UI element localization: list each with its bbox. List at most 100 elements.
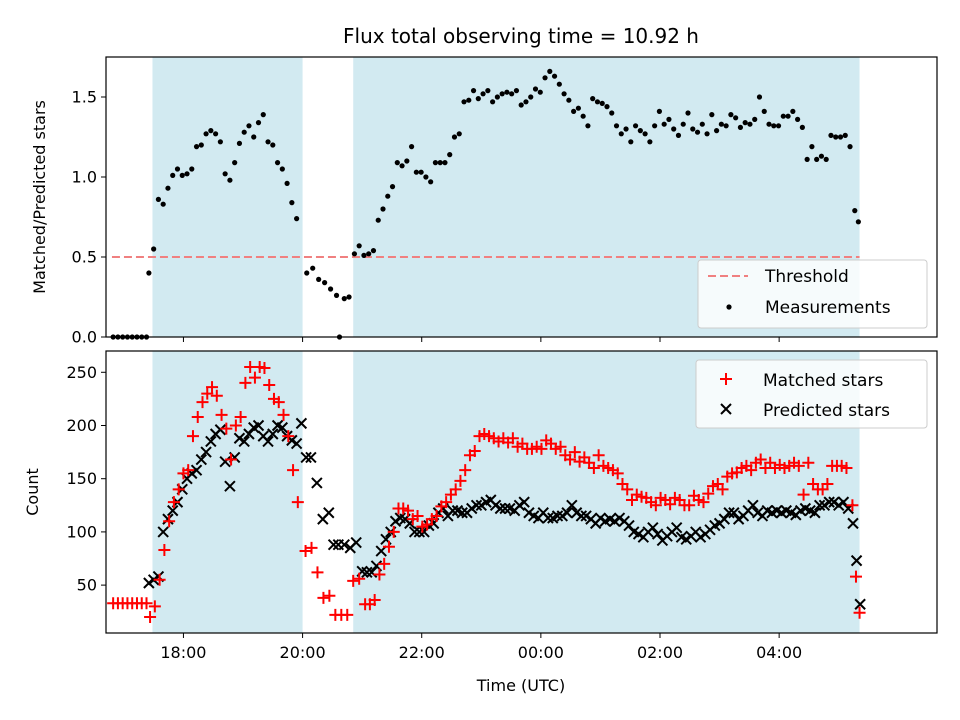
matched-star-point [201,387,214,400]
matched-star-point [282,430,295,443]
matched-star-point [263,379,276,392]
measurement-point [466,97,472,103]
predicted-star-point [157,526,169,538]
matched-star-point [210,389,223,402]
predicted-star-point [542,512,554,524]
predicted-star-point [566,499,578,512]
predicted-star-point [747,499,759,512]
measurement-point [723,123,729,129]
predicted-star-point [200,446,212,458]
measurement-point [613,123,620,129]
measurement-point [160,201,166,207]
measurement-point [823,156,829,162]
measurement-point [399,163,405,169]
measurement-point [561,91,567,97]
matched-star-point [220,422,233,435]
measurement-point [461,99,467,105]
legend-measurements-label: Measurements [765,298,891,318]
measurement-point [737,124,744,130]
top-y-axis-label: Matched/Predicted stars [30,100,49,294]
matched-star-point [277,408,290,421]
measurement-point [804,156,810,162]
predicted-star-point [809,507,821,519]
measurement-point [771,123,777,129]
measurement-point [198,142,204,148]
measurement-point [756,94,763,100]
legend-measurements-swatch [726,304,732,310]
matched-stars-series [107,360,866,624]
matched-star-point [849,570,862,583]
matched-star-point [664,498,677,511]
measurement-point [310,265,316,271]
predicted-star-point [162,513,174,525]
measurement-point [413,169,419,175]
measurement-point [333,292,340,298]
measurement-point [375,217,381,223]
matched-star-point [368,594,381,607]
measurement-point [752,116,758,122]
y-tick-label: 100 [66,522,97,541]
measurement-point [761,108,767,114]
predicted-star-point [350,536,362,549]
matched-star-point [317,591,330,604]
measurement-point [442,160,448,166]
measurement-point [855,219,861,225]
legend-matched-label: Matched stars [763,371,883,391]
measurement-point [155,196,162,202]
measurement-point [232,160,238,166]
measurement-point [480,91,486,97]
predicted-star-point [243,428,255,440]
bottom-legend: Matched stars Predicted stars [695,359,928,429]
measurement-point [599,100,605,106]
measurement-point [279,166,285,172]
y-tick-label: 1.0 [72,168,97,187]
y-tick-label: 150 [66,469,97,488]
measurement-point [274,160,281,166]
matched-star-point [158,543,171,556]
top-panel: 0.0 0.5 1.0 1.5 Matched/Predicted stars Thr… [30,56,938,347]
x-tick-label: 20:00 [280,643,326,662]
measurement-point [351,251,358,257]
matched-star-point [182,464,195,477]
predicted-star-point [847,517,859,530]
measurement-point [213,131,219,137]
measurement-point [260,112,266,118]
matched-star-point [378,557,391,570]
measurement-point [432,160,439,166]
measurement-point [528,94,534,100]
predicted-star-point [195,453,208,466]
matched-star-point [611,467,624,480]
measurement-point [542,75,548,81]
measurement-point [208,128,214,134]
matched-star-point [191,410,204,423]
matched-star-point [821,478,834,491]
bottom-x-ticks: 18:00 20:00 22:00 00:00 02:00 04:00 [160,633,802,662]
predicted-star-point [499,502,511,515]
predicted-star-point [850,554,863,567]
bottom-legend-box [695,359,928,429]
matched-star-point [468,445,481,458]
measurement-point [470,88,477,94]
bottom-y-ticks: 50 100 150 200 250 [66,363,106,595]
matched-star-point [554,440,567,453]
predicted-star-point [561,507,573,519]
matched-star-point [172,483,185,496]
predicted-star-point [305,451,317,464]
predicted-star-point [518,496,530,508]
measurement-point [809,144,815,150]
measurement-point [385,193,391,199]
measurement-point [728,112,734,118]
measurement-point [265,139,271,145]
top-axes-frame [105,56,938,338]
measurement-point [203,131,209,137]
measurement-point [742,120,748,126]
measurement-point [618,131,624,137]
matched-star-point [148,600,161,613]
y-tick-label: 200 [66,416,97,435]
predicted-star-point [219,455,231,468]
measurement-point [179,172,185,178]
matched-star-point [196,396,209,409]
matched-star-point [449,483,462,496]
measurement-point [775,123,782,129]
top-legend-box [697,259,928,329]
